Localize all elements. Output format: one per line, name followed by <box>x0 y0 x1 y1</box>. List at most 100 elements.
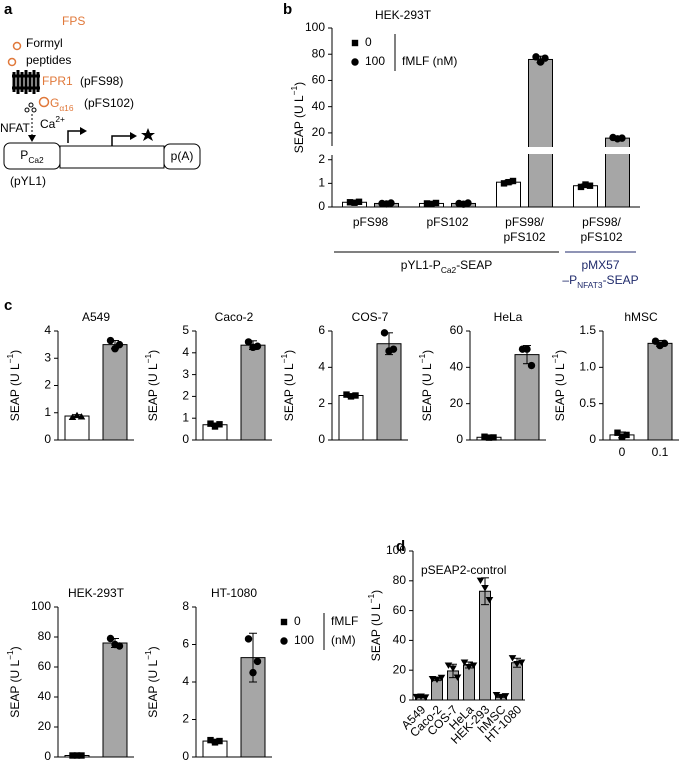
y-tick-label: 2 <box>182 389 189 403</box>
axis-break <box>333 147 641 154</box>
y-axis-label-part: ) <box>8 350 22 354</box>
x-tick-label: pFS102 <box>503 230 545 244</box>
y-axis-label-part: −1 <box>143 353 153 363</box>
y-tick-label: 100 <box>305 20 325 34</box>
y-tick-label: 40 <box>393 633 407 647</box>
point <box>421 694 430 701</box>
transcription-arrow <box>111 135 132 146</box>
y-axis-label: SEAP (U L−1) <box>366 590 383 661</box>
legend-label: 100 <box>365 54 385 68</box>
point <box>509 177 517 185</box>
panel-label: a <box>4 1 13 18</box>
point <box>211 739 219 746</box>
point <box>517 659 526 666</box>
point <box>464 199 472 207</box>
point <box>355 198 363 205</box>
promoter-label-part: Ca2 <box>28 155 44 165</box>
y-axis-label-part: SEAP (U L <box>292 95 306 153</box>
point <box>532 53 540 61</box>
point <box>481 585 489 592</box>
y-tick-label: 2 <box>44 378 51 392</box>
chart-title: hMSC <box>624 310 658 324</box>
y-axis-label: SEAP (U L−1) <box>279 350 296 421</box>
y-axis-label: SEAP (U L−1) <box>289 82 306 153</box>
y-axis-label-part: SEAP (U L <box>420 363 434 421</box>
chart-title: HeLa <box>494 310 523 324</box>
point <box>490 434 497 441</box>
point <box>505 178 512 186</box>
factor-label: NFAT <box>0 121 30 135</box>
y-axis-label-part: −1 <box>143 650 153 660</box>
g-protein-label: Gα16 <box>50 96 74 113</box>
g-protein-label-part: α16 <box>59 103 73 113</box>
point <box>106 634 115 643</box>
bar <box>338 394 364 441</box>
point <box>508 655 517 662</box>
y-tick-label: 1 <box>182 410 189 424</box>
point <box>492 692 501 699</box>
group-label: pMX57 <box>581 258 619 272</box>
y-tick-label: 2 <box>318 396 325 410</box>
group-label: –PNFAT3-SEAP <box>562 273 638 290</box>
point <box>485 596 494 604</box>
point <box>541 54 549 62</box>
y-axis-label-part: SEAP (U L <box>146 363 160 421</box>
point <box>577 183 585 191</box>
y-tick-label: 3 <box>182 367 189 381</box>
point <box>73 411 81 419</box>
y-axis-label-part: SEAP (U L <box>146 660 160 718</box>
point <box>68 413 77 421</box>
y-axis-label-part: SEAP (U L <box>8 363 22 421</box>
group-label-part: -SEAP <box>456 258 492 272</box>
point <box>485 434 493 441</box>
y-tick-label: 1 <box>318 176 325 190</box>
point <box>69 752 76 759</box>
y-tick-label: 0 <box>44 749 51 763</box>
y-axis-label-part: SEAP (U L <box>553 363 567 421</box>
y-axis-label-part: ) <box>146 350 160 354</box>
y-axis-label: SEAP (U L−1) <box>5 350 22 421</box>
point <box>465 664 473 671</box>
y-axis-label-part: SEAP (U L <box>369 603 383 661</box>
y-tick-label: 8 <box>182 599 189 613</box>
group-label-part: pMX57 <box>581 258 619 272</box>
point <box>380 329 389 337</box>
g-protein-icon <box>38 96 50 108</box>
y-tick-label: 80 <box>38 629 52 643</box>
chart-title: HT-1080 <box>211 586 257 600</box>
receptor-icon <box>12 70 40 94</box>
point <box>216 737 223 745</box>
y-axis-label: SEAP (U L−1) <box>550 350 567 421</box>
bar <box>496 181 521 208</box>
chart-title: HEK-293T <box>375 8 432 22</box>
point <box>513 661 521 668</box>
point <box>527 361 536 370</box>
point <box>351 199 358 206</box>
y-tick-label: 0 <box>399 692 406 706</box>
y-tick-label: 0 <box>182 432 189 446</box>
point <box>106 336 115 345</box>
y-tick-label: 6 <box>182 637 189 651</box>
annotation: pSEAP2-control <box>421 563 506 577</box>
transcription-arrow <box>67 130 82 143</box>
y-tick-label: 0 <box>318 199 325 213</box>
y-axis-label-part: SEAP (U L <box>282 363 296 421</box>
point <box>444 662 453 669</box>
y-axis-label-part: −1 <box>550 353 560 363</box>
x-tick-label: 0 <box>619 445 626 459</box>
y-tick-label: 2 <box>318 152 325 166</box>
peptide-icon <box>7 57 17 67</box>
point <box>244 635 253 643</box>
point <box>660 339 669 348</box>
polya-label: p(A) <box>171 149 194 163</box>
y-axis-label-part: ) <box>369 590 383 594</box>
point <box>73 752 81 759</box>
y-axis-label-part: −1 <box>366 593 376 603</box>
point <box>433 676 441 684</box>
y-tick-label: 100 <box>386 543 406 557</box>
y-axis-label-part: −1 <box>5 353 15 363</box>
point <box>582 181 589 188</box>
y-axis-label: SEAP (U L−1) <box>417 350 434 421</box>
bar <box>528 58 553 208</box>
